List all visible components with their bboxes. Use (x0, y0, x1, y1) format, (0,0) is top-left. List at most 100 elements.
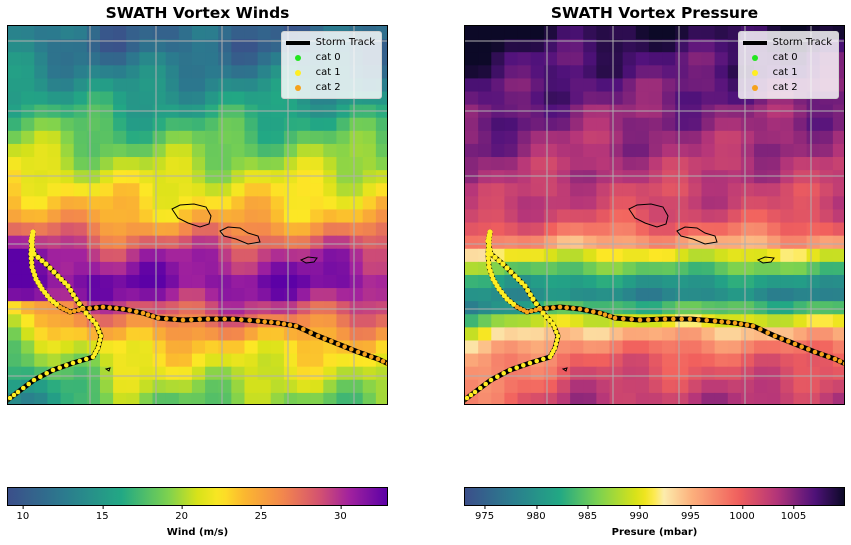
heatmap-cell (688, 52, 703, 66)
heatmap-cell (86, 261, 101, 276)
heatmap-cell (178, 196, 193, 211)
heatmap-cell (622, 353, 637, 368)
heatmap-cell (270, 366, 285, 381)
heatmap-cell (517, 209, 532, 224)
heatmap-cell (570, 196, 584, 211)
heatmap-cell (754, 288, 768, 302)
legend-label: cat 2 (315, 82, 341, 93)
heatmap-cell (570, 314, 584, 328)
heatmap-cell (701, 209, 716, 224)
heatmap-cell (336, 353, 351, 368)
track-marker (772, 333, 778, 339)
heatmap-cell (126, 235, 140, 250)
heatmap-cell (349, 196, 364, 211)
heatmap-cell (530, 392, 545, 404)
heatmap-cell (152, 392, 167, 404)
heatmap-cell (570, 143, 584, 158)
heatmap-cell (375, 379, 387, 394)
pressure-map-plot[interactable]: Storm Track cat 0 cat 1 cat 2 (464, 25, 845, 405)
heatmap-cell (8, 143, 22, 158)
heatmap-cell (191, 78, 206, 93)
heatmap-cell (556, 65, 571, 80)
heatmap-cell (832, 183, 844, 197)
heatmap-cell (622, 274, 637, 289)
track-marker (114, 306, 119, 311)
heatmap-cell (767, 301, 781, 315)
heatmap-cell (648, 78, 663, 93)
heatmap-cell (727, 261, 742, 276)
heatmap-cell (701, 143, 716, 158)
heatmap-cell (362, 366, 377, 381)
heatmap-cell (596, 340, 611, 355)
heatmap-cell (323, 222, 338, 237)
heatmap-cell (297, 170, 311, 184)
heatmap-cell (754, 353, 768, 368)
heatmap-cell (349, 392, 364, 404)
heatmap-cell (205, 248, 219, 263)
heatmap-cell (191, 157, 206, 171)
heatmap-cell (47, 65, 62, 80)
heatmap-cell (99, 196, 114, 211)
heatmap-cell (583, 183, 597, 197)
heatmap-cell (126, 183, 140, 197)
heatmap-cell (478, 157, 492, 171)
heatmap-cell (270, 117, 285, 132)
heatmap-cell (231, 327, 246, 342)
heatmap-cell (570, 170, 584, 184)
heatmap-cell (21, 209, 35, 224)
heatmap-cell (609, 353, 624, 368)
heatmap-cell (231, 274, 246, 289)
heatmap-cell (517, 52, 532, 66)
colorbar-tick: 985 (578, 506, 597, 522)
heatmap-cell (165, 143, 180, 158)
heatmap-cell (517, 39, 532, 53)
heatmap-cell (596, 222, 611, 237)
heatmap-cell (701, 170, 716, 184)
heatmap-cell (47, 314, 62, 328)
heatmap-cell (556, 392, 571, 404)
heatmap-cell (218, 130, 232, 145)
heatmap-cell (362, 170, 377, 184)
heatmap-cell (622, 183, 637, 197)
heatmap-cell (517, 65, 532, 80)
heatmap-cell (793, 222, 808, 237)
track-marker (197, 317, 202, 322)
heatmap-cell (504, 222, 519, 237)
heatmap-cell (113, 327, 127, 342)
heatmap-cell (375, 301, 387, 315)
heatmap-cell (583, 143, 597, 158)
heatmap-cell (60, 170, 75, 184)
heatmap-cell (596, 183, 611, 197)
heatmap-cell (375, 157, 387, 171)
heatmap-cell (178, 91, 193, 106)
heatmap-cell (648, 366, 663, 381)
track-marker (654, 317, 659, 322)
heatmap-cell (806, 196, 821, 211)
heatmap-cell (178, 170, 193, 184)
heatmap-cell (178, 379, 193, 394)
heatmap-cell (323, 157, 338, 171)
heatmap-cell (780, 222, 795, 237)
track-marker (472, 389, 478, 395)
heatmap-cell (244, 52, 259, 66)
heatmap-cell (465, 52, 479, 66)
heatmap-cell (819, 366, 834, 381)
heatmap-cell (73, 274, 88, 289)
heatmap-cell (635, 327, 650, 342)
heatmap-cell (517, 196, 532, 211)
heatmap-cell (491, 65, 506, 80)
heatmap-cell (86, 157, 101, 171)
heatmap-cell (86, 379, 101, 394)
heatmap-cell (152, 222, 167, 237)
heatmap-cell (21, 39, 35, 53)
heatmap-cell (126, 248, 140, 263)
heatmap-cell (165, 65, 180, 80)
heatmap-cell (21, 301, 35, 315)
heatmap-cell (465, 117, 479, 132)
wind-map-plot[interactable]: Storm Track cat 0 cat 1 cat 2 (7, 25, 388, 405)
heatmap-cell (793, 353, 808, 368)
heatmap-cell (583, 117, 597, 132)
heatmap-cell (165, 52, 180, 66)
heatmap-cell (283, 288, 298, 302)
legend-dot-icon (751, 69, 758, 76)
